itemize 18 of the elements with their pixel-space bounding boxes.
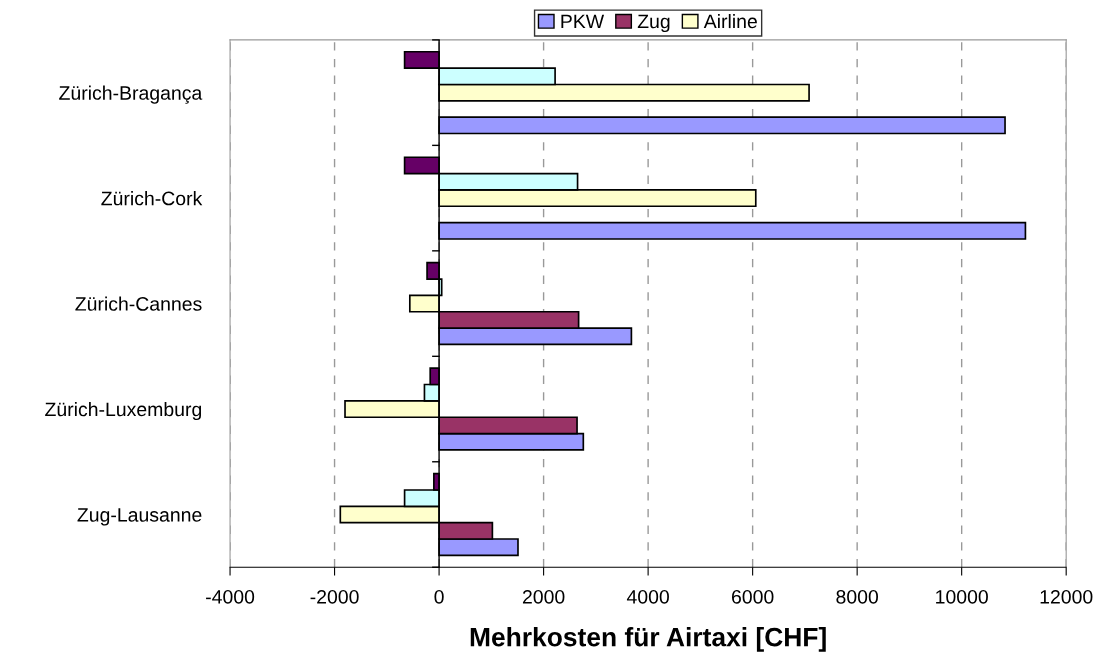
y-tick-label: Zürich-Cannes — [75, 296, 202, 311]
x-tick-label: 6000 — [731, 589, 774, 604]
legend-label: PKW — [561, 14, 605, 29]
y-tick-label: Zürich-Cork — [101, 191, 203, 206]
legend-label: Airline — [703, 14, 757, 29]
x-tick-label: 2000 — [522, 589, 565, 604]
legend-label: Zug — [637, 14, 670, 33]
y-tick-label: Zürich-Luxemburg — [45, 402, 202, 421]
x-axis-title: Mehrkosten für Airtaxi [CHF] — [470, 627, 826, 652]
x-tick-label: -2000 — [310, 589, 359, 604]
y-tick-label: Zug-Lausanne — [77, 508, 202, 526]
y-tick-label: Zürich-Bragança — [59, 85, 203, 104]
x-tick-label: 0 — [434, 589, 444, 604]
x-tick-label: 8000 — [836, 589, 879, 604]
x-tick-label: 10000 — [936, 589, 988, 604]
x-tick-label: -4000 — [206, 589, 255, 604]
x-tick-label: 12000 — [1040, 589, 1093, 604]
x-tick-label: 4000 — [626, 589, 669, 604]
